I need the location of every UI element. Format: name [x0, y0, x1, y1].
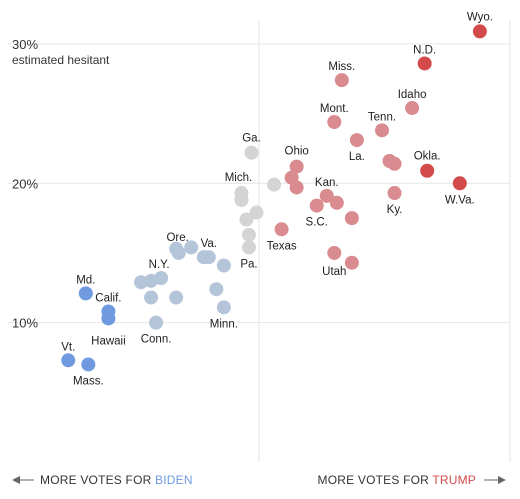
point-label: Idaho: [398, 89, 427, 101]
point-label: Ky.: [387, 204, 403, 216]
left-axis-prefix: MORE VOTES FOR: [40, 473, 155, 487]
data-point: [472, 24, 487, 39]
data-point: [289, 159, 304, 174]
data-point: [289, 180, 304, 195]
data-point: [154, 271, 169, 286]
point-label: Conn.: [141, 334, 172, 346]
left-arrow-icon: [12, 476, 20, 484]
data-point: [327, 114, 342, 129]
data-point: [144, 290, 159, 305]
data-point: [61, 353, 76, 368]
data-point: [149, 315, 164, 330]
point-label: N.Y.: [149, 259, 170, 271]
data-point: [78, 286, 93, 301]
point-label: Ohio: [285, 146, 309, 158]
point-label: Tenn.: [368, 111, 396, 123]
data-point: [234, 193, 249, 208]
point-label: Wyo.: [467, 11, 493, 23]
point-label: Ga.: [242, 133, 261, 145]
data-point: [267, 177, 282, 192]
y-tick-label: 30%: [12, 37, 38, 52]
data-point: [169, 290, 184, 305]
point-label: Pa.: [240, 258, 257, 270]
point-label: Kan.: [315, 177, 339, 189]
point-label: Mich.: [225, 172, 252, 184]
point-label: La.: [349, 151, 365, 163]
data-point: [239, 212, 254, 227]
point-labels: Vt. Mass. Md.Calif. Hawaii N.Y. Conn. Ore. Va. M…: [61, 11, 493, 387]
data-point: [374, 123, 389, 138]
data-point: [417, 56, 432, 71]
point-label: Hawaii: [91, 335, 126, 347]
data-point: [405, 101, 420, 116]
left-axis-name: BIDEN: [155, 473, 193, 487]
data-point: [344, 255, 359, 270]
data-point: [81, 357, 96, 372]
data-point: [201, 250, 216, 265]
point-label: Va.: [201, 238, 217, 250]
data-points: [61, 24, 487, 372]
data-point: [327, 245, 342, 260]
right-arrow-icon: [498, 476, 506, 484]
bottom-axis: MORE VOTES FOR BIDEN MORE VOTES FOR TRUM…: [12, 473, 506, 487]
y-axis-ticks: 30% 20% 10%: [12, 37, 38, 331]
point-label: Mass.: [73, 375, 104, 387]
data-point: [387, 156, 402, 171]
point-label: S.C.: [306, 217, 328, 229]
y-tick-label: 10%: [12, 316, 38, 331]
data-point: [274, 222, 289, 237]
data-point: [216, 300, 231, 315]
data-point: [171, 245, 186, 260]
point-label: Mont.: [320, 103, 349, 115]
data-point: [241, 240, 256, 255]
point-label: Minn.: [210, 318, 238, 330]
point-label: Okla.: [414, 151, 441, 163]
y-tick-label: 20%: [12, 176, 38, 191]
data-point: [334, 73, 349, 88]
left-axis-caption: MORE VOTES FOR BIDEN: [40, 473, 193, 487]
data-point: [244, 145, 259, 160]
data-point: [329, 195, 344, 210]
point-label: Calif.: [95, 292, 121, 304]
data-point: [309, 198, 324, 213]
point-label: Texas: [267, 240, 297, 252]
point-label: Md.: [76, 274, 95, 286]
data-point: [420, 163, 435, 178]
data-point: [452, 176, 467, 191]
data-point: [101, 311, 116, 326]
data-point: [241, 227, 256, 242]
y-axis-label: estimated hesitant: [12, 53, 110, 67]
point-label: Miss.: [328, 61, 355, 73]
point-label: N.D.: [413, 44, 436, 56]
grid: [8, 20, 511, 462]
point-label: Vt.: [61, 341, 75, 353]
data-point: [349, 133, 364, 148]
data-point: [249, 205, 264, 220]
point-label: Utah: [322, 266, 346, 278]
data-point: [184, 240, 199, 255]
right-axis-name: TRUMP: [432, 473, 476, 487]
point-label: Ore.: [166, 232, 188, 244]
data-point: [209, 282, 224, 297]
right-axis-caption: MORE VOTES FOR TRUMP: [318, 473, 476, 487]
data-point: [344, 211, 359, 226]
data-point: [216, 258, 231, 273]
point-label: W.Va.: [445, 194, 475, 206]
data-point: [387, 186, 402, 201]
right-axis-prefix: MORE VOTES FOR: [318, 473, 433, 487]
data-point: [319, 188, 334, 203]
